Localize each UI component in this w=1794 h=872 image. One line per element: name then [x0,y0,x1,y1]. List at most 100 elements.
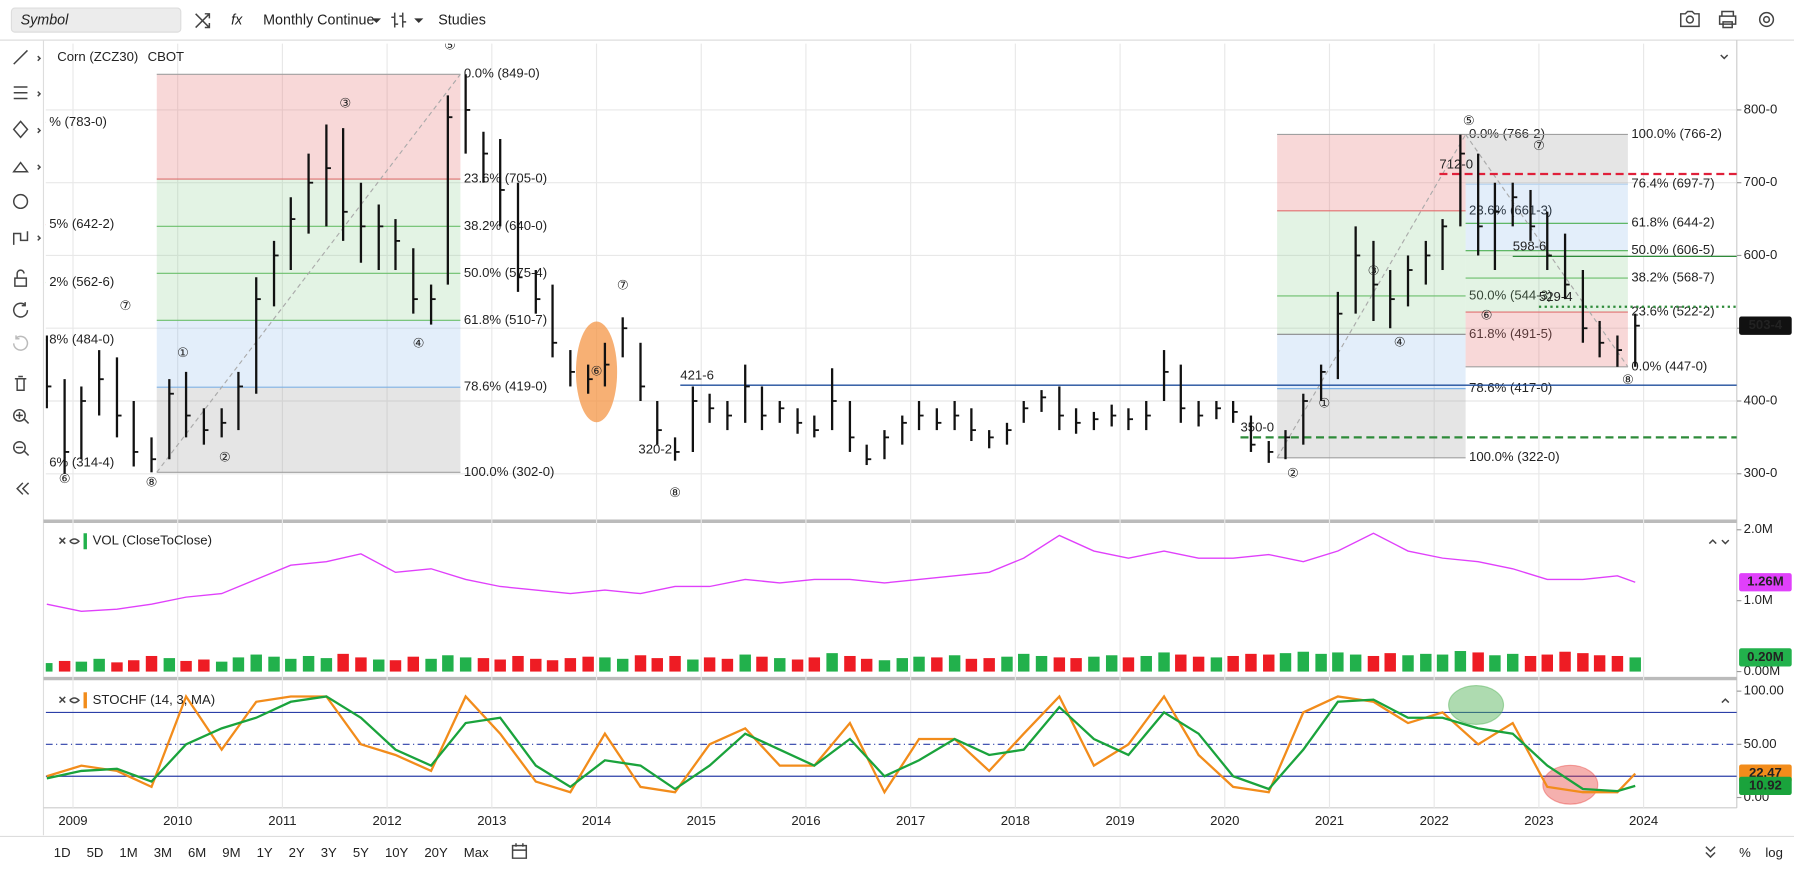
scale-toggle[interactable]: % [1739,845,1751,860]
volume-bar [45,663,53,672]
x-tick-label: 2012 [372,813,401,828]
y-tick-label: 600-0 [1744,247,1778,262]
volume-bar [878,660,891,672]
range-button[interactable]: 2Y [289,845,305,860]
formula-icon[interactable]: fx [231,12,243,28]
x-tick-label: 2016 [791,813,820,828]
tool-zoom-out[interactable] [12,440,30,456]
volume-bar [250,654,262,672]
volume-bar [774,658,786,672]
scroll-end[interactable] [1705,846,1716,859]
tool-shape[interactable] [12,120,42,139]
volume-bar [826,653,838,672]
range-button[interactable]: 6M [188,845,206,860]
panel-visibility[interactable] [69,538,80,545]
y-tick-label: 100.00 [1744,683,1784,698]
range-button[interactable]: 10Y [385,845,409,860]
volume-bar [1105,655,1118,672]
fib-zone [1277,334,1466,389]
volume-bar [373,659,385,672]
tool-wave[interactable] [12,193,29,210]
range-button[interactable]: 5Y [353,845,369,860]
compare-icon[interactable] [195,13,211,29]
tool-undo[interactable] [13,302,29,318]
studies-button[interactable]: Studies [438,12,486,28]
scale-toggle[interactable]: log [1765,845,1783,860]
panel-collapse[interactable] [1720,54,1729,60]
fib-level-label: % (783-0) [49,114,107,129]
symbol-input[interactable] [10,7,182,33]
study-color [83,692,87,709]
volume-bar [1506,653,1519,672]
snapshot-icon[interactable] [1679,10,1700,28]
toolbar [0,0,1794,41]
volume-bar [1611,655,1624,672]
fib-level-label: 2% (562-6) [49,274,114,289]
volume-bar [1384,653,1396,672]
stoch-panel [45,684,1737,805]
tool-lock[interactable] [14,269,28,287]
fib-level-label: 100.0% (322-0) [1469,449,1560,464]
range-button[interactable]: 20Y [424,845,448,860]
range-button[interactable]: 5D [87,845,104,860]
panel-title: VOL (CloseToClose) [93,533,212,548]
volume-bar [1245,653,1257,672]
fib-zone [1465,134,1628,185]
fib-level-label: 38.2% (640-0) [464,218,547,233]
tool-redo[interactable] [12,335,29,351]
tool-line[interactable] [13,49,42,65]
wave-label: ⑧ [669,486,681,501]
fib-zone [156,387,461,473]
chart-type-icon[interactable] [391,12,407,28]
range-button[interactable]: 3M [154,845,172,860]
date-picker[interactable] [511,843,528,859]
panel-arrows[interactable] [1708,539,1730,545]
wave-label: ⑧ [1622,373,1634,388]
range-button[interactable]: 1D [54,845,71,860]
exchange: CBOT [148,49,185,64]
panel-close[interactable] [58,696,66,704]
volume-bar [1349,654,1362,672]
tool-delete[interactable] [14,375,27,391]
wave-label: ⑥ [591,364,603,379]
range-button[interactable]: Max [464,845,489,860]
fib-level-label: 0.0% (766-2) [1469,126,1545,141]
value-tag [1739,776,1792,796]
x-tick-label: 2020 [1210,813,1239,828]
volume-bar [512,655,524,672]
range-button[interactable]: 3Y [321,845,337,860]
volume-bar [1263,654,1275,672]
tool-collapse[interactable] [16,482,30,495]
range-button[interactable]: 1Y [257,845,273,860]
value-tag [1739,316,1792,335]
interval-select[interactable]: Monthly Continue [263,12,374,28]
value-tag-label: 0.20M [1747,649,1784,664]
tool-measure[interactable] [12,231,42,245]
range-button[interactable]: 1M [119,845,137,860]
print-icon[interactable] [1718,10,1737,29]
fib-level-label: 76.4% (697-7) [1631,176,1714,191]
highlight [1542,764,1599,805]
y-tick-label: 700-0 [1744,174,1778,189]
panel-arrow[interactable] [1721,698,1730,704]
volume-bar [215,661,228,672]
fib-zone [156,320,461,388]
volume-bar [285,658,297,672]
tool-marker[interactable] [12,161,42,173]
volume-bar [1053,657,1066,672]
volume-bar [1070,658,1082,672]
panel-close[interactable] [58,537,66,545]
panel-visibility[interactable] [69,697,80,704]
x-tick-label: 2023 [1524,813,1553,828]
range-button[interactable]: 9M [222,845,240,860]
tool-fib[interactable] [13,86,42,100]
value-tag-label: 10.92 [1749,777,1782,792]
volume-bar [1593,655,1606,672]
tool-zoom-in[interactable] [12,408,30,424]
volume-bar [93,658,105,672]
settings-icon-core [1762,15,1771,24]
fib-level-label: 100.0% (302-0) [464,464,555,479]
settings-icon[interactable] [1758,11,1775,28]
x-tick-label: 2011 [268,813,296,828]
